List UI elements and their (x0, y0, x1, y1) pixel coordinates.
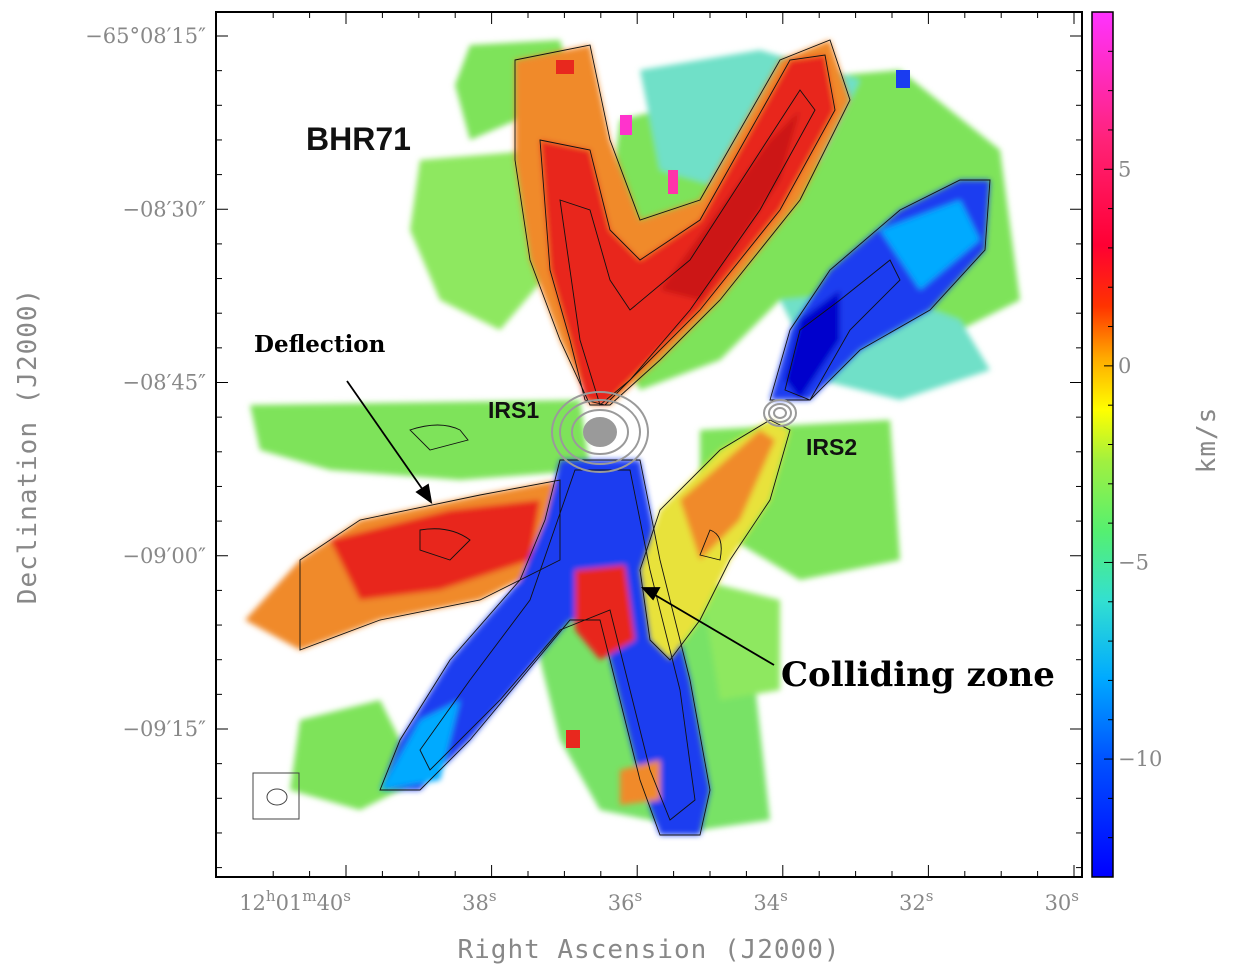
x-tick-label: 38s (462, 887, 496, 915)
irs1-source (551, 391, 649, 473)
beam-ellipse (266, 788, 288, 806)
irs2-lobes (640, 180, 990, 660)
irs1-label: IRS1 (488, 397, 539, 423)
irs2-label: IRS2 (806, 434, 857, 460)
y-tick-label: −65°08′15″ (85, 24, 206, 48)
annotation-arrows (346, 380, 775, 666)
colorbar-tick-label: 0 (1118, 354, 1131, 378)
velocity-map (245, 40, 1020, 835)
y-axis-ticks: −65°08′15″ −08′30″ −08′45″ −09′00″ −09′15″ (85, 24, 1082, 869)
colliding-label: Colliding zone (781, 655, 1055, 695)
colorbar-tick-label: −5 (1118, 550, 1149, 574)
beam-box (252, 772, 300, 820)
y-axis-title: Declination (J2000) (13, 288, 43, 604)
deflection-label: Deflection (254, 331, 386, 358)
y-tick-label: −08′45″ (122, 371, 206, 395)
colorbar-tick-label: −10 (1118, 747, 1162, 771)
x-tick-label: 12h01m40s (239, 887, 351, 915)
colorbar-label: km/s (1192, 407, 1222, 474)
colorbar-ticks: 5 0 −5 −10 (1104, 11, 1162, 878)
irs2-source (763, 399, 797, 427)
x-tick-label: 34s (753, 887, 787, 915)
title: BHR71 (306, 121, 411, 157)
contours (299, 39, 991, 836)
y-tick-label: −09′00″ (122, 544, 206, 568)
x-axis-ticks: 12h01m40s 38s 36s 34s 32s 30s (239, 12, 1079, 915)
x-tick-label: 32s (899, 887, 933, 915)
y-tick-label: −09′15″ (122, 717, 206, 741)
x-axis-title: Right Ascension (J2000) (457, 935, 840, 965)
y-tick-label: −08′30″ (122, 197, 206, 221)
x-tick-label: 36s (608, 887, 642, 915)
x-tick-label: 30s (1045, 887, 1079, 915)
plot-frame (215, 11, 1083, 878)
colorbar-tick-label: 5 (1118, 157, 1131, 181)
